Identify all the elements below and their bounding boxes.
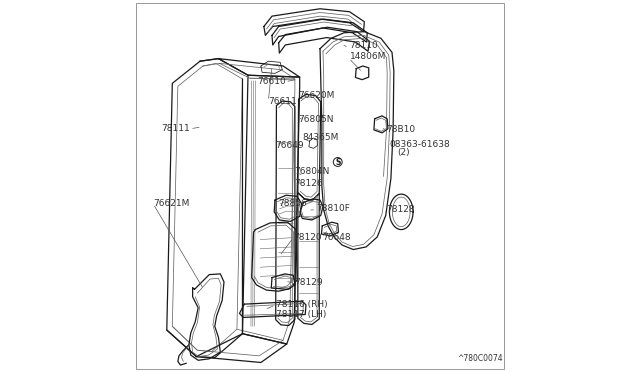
Text: 78129: 78129 xyxy=(294,278,323,287)
Text: 78111: 78111 xyxy=(161,124,190,133)
Text: 76805N: 76805N xyxy=(298,115,333,124)
Text: 14806M: 14806M xyxy=(349,52,386,61)
Text: 78B10: 78B10 xyxy=(387,125,415,134)
Text: 76611: 76611 xyxy=(268,97,297,106)
Text: 78856: 78856 xyxy=(278,199,307,208)
Text: 76621M: 76621M xyxy=(153,199,189,208)
Text: 78126: 78126 xyxy=(294,179,323,187)
Text: S: S xyxy=(335,157,340,167)
Text: ^780C0074: ^780C0074 xyxy=(457,354,503,363)
Text: 84365M: 84365M xyxy=(303,133,339,142)
Text: 76649: 76649 xyxy=(276,141,304,150)
Text: 78120: 78120 xyxy=(293,233,322,242)
Text: 76804N: 76804N xyxy=(294,167,330,176)
Text: 78117 (LH): 78117 (LH) xyxy=(276,310,326,319)
Text: 76648: 76648 xyxy=(322,233,351,242)
Text: 76620M: 76620M xyxy=(298,91,334,100)
Text: 78116 (RH): 78116 (RH) xyxy=(276,300,327,309)
Text: 78810F: 78810F xyxy=(316,204,350,214)
Text: 78128: 78128 xyxy=(387,205,415,215)
Text: 78110: 78110 xyxy=(349,41,378,50)
Text: 76610: 76610 xyxy=(257,77,286,86)
Text: (2): (2) xyxy=(397,148,410,157)
Text: 08363-61638: 08363-61638 xyxy=(389,140,450,149)
